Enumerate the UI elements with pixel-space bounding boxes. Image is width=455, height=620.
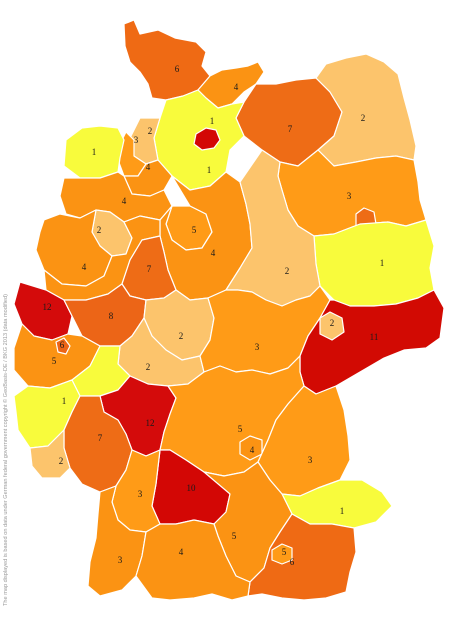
region-ostfriesland[interactable] <box>63 125 125 179</box>
label-unterelbe: 2 <box>148 126 153 136</box>
label-mittelhessen: 2 <box>146 362 151 372</box>
label-muenchen: 5 <box>282 547 287 557</box>
label-koeln-bonn: 5 <box>52 356 57 366</box>
label-hannover: 5 <box>192 225 197 235</box>
label-thueringen: 3 <box>255 342 260 352</box>
label-freiburg: 3 <box>118 555 123 565</box>
label-nuernberg: 4 <box>250 445 255 455</box>
label-mecklenburg-west: 7 <box>288 124 293 134</box>
label-ostwestfalen: 7 <box>147 264 152 274</box>
region-saarland[interactable] <box>29 429 71 479</box>
label-niederbayern: 1 <box>340 506 345 516</box>
label-ostfriesland: 1 <box>92 147 97 157</box>
label-bonn: 6 <box>60 340 65 350</box>
label-leipzig: 2 <box>330 318 335 328</box>
label-ruhr: 8 <box>109 311 114 321</box>
label-emsland: 4 <box>82 262 87 272</box>
label-sachsen-anhalt: 2 <box>285 266 290 276</box>
region-bonn[interactable] <box>55 337 71 355</box>
label-saarland: 2 <box>59 456 64 466</box>
label-vorpommern: 2 <box>361 113 366 123</box>
label-oberpfalz: 3 <box>308 455 313 465</box>
label-unterelbe-west: 3 <box>134 135 139 145</box>
label-bremen: 4 <box>146 162 151 172</box>
region-leipzig[interactable] <box>319 311 345 341</box>
region-oberbayern[interactable] <box>247 513 357 601</box>
label-rhein-main: 12 <box>146 418 155 428</box>
label-pfalz: 7 <box>98 433 103 443</box>
region-schleswig-nord[interactable] <box>123 19 211 101</box>
region-hamburg[interactable] <box>193 127 221 151</box>
label-trier: 1 <box>62 396 67 406</box>
label-hamburg: 1 <box>210 116 215 126</box>
region-muenchen[interactable] <box>271 543 293 565</box>
label-franken: 5 <box>238 424 243 434</box>
label-sachsen: 11 <box>370 332 379 342</box>
copyright-notice: The map displayed is based on data under… <box>3 294 9 606</box>
label-karlsruhe: 3 <box>138 489 143 499</box>
label-nordhessen: 2 <box>179 331 184 341</box>
label-brandenburg: 3 <box>347 191 352 201</box>
label-weser-ems: 4 <box>122 196 127 206</box>
label-hamburg-umland: 1 <box>207 165 212 175</box>
label-braunschweig: 4 <box>211 248 216 258</box>
label-bodensee: 4 <box>179 547 184 557</box>
label-stuttgart: 10 <box>187 483 197 493</box>
region-bodensee[interactable] <box>135 519 251 601</box>
label-niederrhein: 12 <box>43 302 52 312</box>
label-schleswig-nord: 6 <box>175 64 180 74</box>
label-schwaben: 5 <box>232 531 237 541</box>
label-lausitz: 1 <box>380 258 385 268</box>
label-oberbayern: 6 <box>290 557 295 567</box>
label-holstein-ost: 4 <box>234 82 239 92</box>
label-osnabrueck: 2 <box>97 225 102 235</box>
